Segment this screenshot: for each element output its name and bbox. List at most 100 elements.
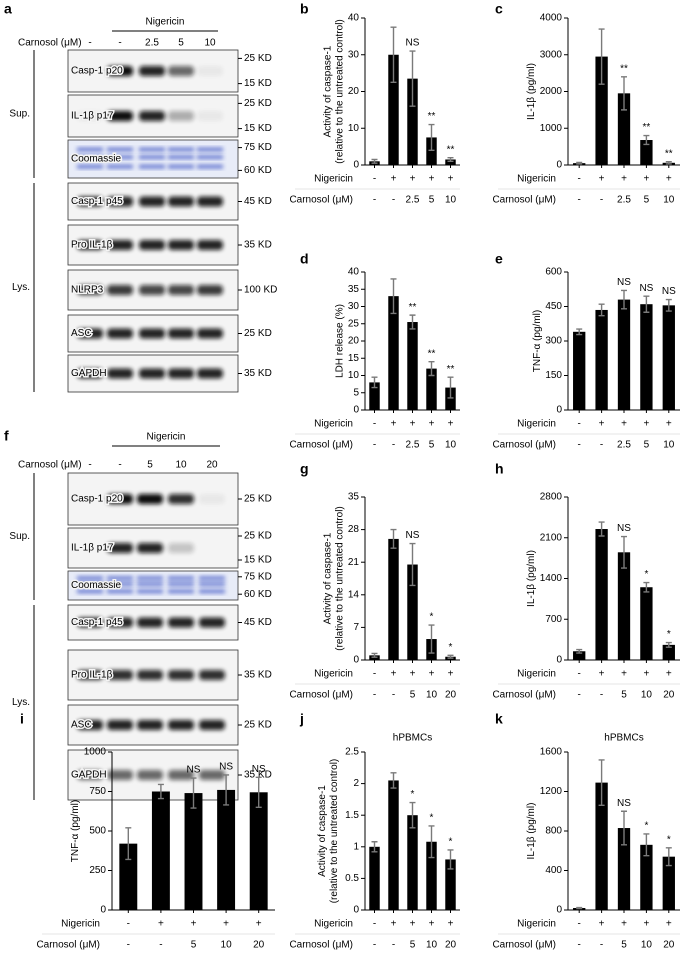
marker-label: 25 KD [244,720,272,731]
treatment-label: Nigericin [517,919,556,930]
x-tick-label: 2.5 [406,195,420,206]
blot-row-label: GAPDH [71,770,107,781]
y-tick-label: 400 [545,865,562,876]
blot-band [77,589,103,594]
x-tick-label: 5 [410,940,416,951]
y-tick-label: 500 [89,826,106,837]
treatment-label: Nigericin [314,174,353,185]
y-tick-label: 0 [556,405,562,416]
error-bar [447,849,454,870]
y-axis-label: TNF-α (pg/ml) [70,800,81,862]
significance-label: * [667,834,671,845]
bar [369,382,380,410]
blot-band [139,196,165,207]
error-bar [255,776,262,808]
panel-letter: i [20,711,24,727]
bar [388,296,399,410]
x-tick-label: - [373,940,376,951]
blot-band [77,368,103,379]
treatment-value: + [643,419,649,430]
blot-band [197,285,223,295]
significance-label: ** [428,348,436,359]
treatment-label: Nigericin [517,669,556,680]
treatment-value: - [578,174,581,185]
blot-band [199,494,225,504]
blot-band [137,589,163,594]
category-label: Carnosol (μM) [492,440,556,451]
bar [369,846,380,910]
error-bar [190,777,197,809]
treatment-value: + [256,919,262,930]
blot-band [168,328,194,339]
marker-label: 75 KD [244,142,272,153]
error-bar [576,648,583,654]
blot-row-label: Coomassie [71,154,121,165]
treatment-value: + [666,419,672,430]
y-tick-label: 600 [545,267,562,278]
error-bar [447,654,454,659]
treatment-value: + [666,669,672,680]
x-tick-label: 2.5 [406,440,420,451]
blot-band [197,328,223,339]
error-bar [409,542,416,587]
marker-label: 75 KD [244,571,272,582]
treatment-value: + [599,174,605,185]
x-tick-label: 5 [644,195,650,206]
error-bar [409,314,416,330]
lane-label: - [88,460,91,471]
bar [640,844,653,910]
blot-band [197,155,223,160]
y-axis-label: (relative to the untreated control) [334,19,345,164]
blot-band [137,720,163,730]
bar [388,538,399,660]
treatment-value: + [643,669,649,680]
blot-band [139,155,165,160]
x-tick-label: 20 [445,690,457,701]
blot-band [107,285,133,295]
y-tick-label: 300 [545,336,562,347]
marker-label: 15 KD [244,123,272,134]
y-tick-label: 2100 [540,532,563,543]
marker-label: 35 KD [244,770,272,781]
treatment-value: + [410,669,416,680]
bar [640,587,653,660]
treatment-value: + [429,919,435,930]
x-tick-label: - [600,195,603,206]
blot-band [77,582,103,587]
x-tick-label: 10 [663,440,675,451]
blot-band [197,111,223,121]
x-tick-label: 20 [445,940,457,951]
blot-row-label: Pro IL-1β [71,240,113,251]
error-bar [665,847,672,867]
blot-row-label: Casp-1 p20 [71,66,123,77]
blot-band [107,770,133,780]
blot-band [197,66,223,76]
error-bar [643,134,650,146]
lane-label: 20 [206,460,218,471]
marker-label: 45 KD [244,617,272,628]
bar [407,322,418,410]
y-tick-label: 20 [348,86,360,97]
y-tick-label: 0 [353,160,359,171]
blot-row-label: ASC [71,328,92,339]
blot-band [139,240,165,250]
blot-band [168,770,194,780]
y-tick-label: 700 [545,614,562,625]
significance-label: ** [409,302,417,313]
bar [595,309,608,410]
blot-band [139,368,165,379]
x-tick-label: 5 [410,690,416,701]
significance-label: * [449,642,453,653]
blot-band [168,576,194,581]
blot-band [197,164,223,169]
blot-band [199,720,225,730]
y-tick-label: 3000 [540,49,563,60]
marker-label: 25 KD [244,328,272,339]
blot-band [199,589,225,594]
panel-letter: a [4,1,12,17]
treatment-label: Nigericin [314,419,353,430]
blot-band [199,770,225,780]
blot-band [77,111,103,121]
treatment-value: + [429,669,435,680]
